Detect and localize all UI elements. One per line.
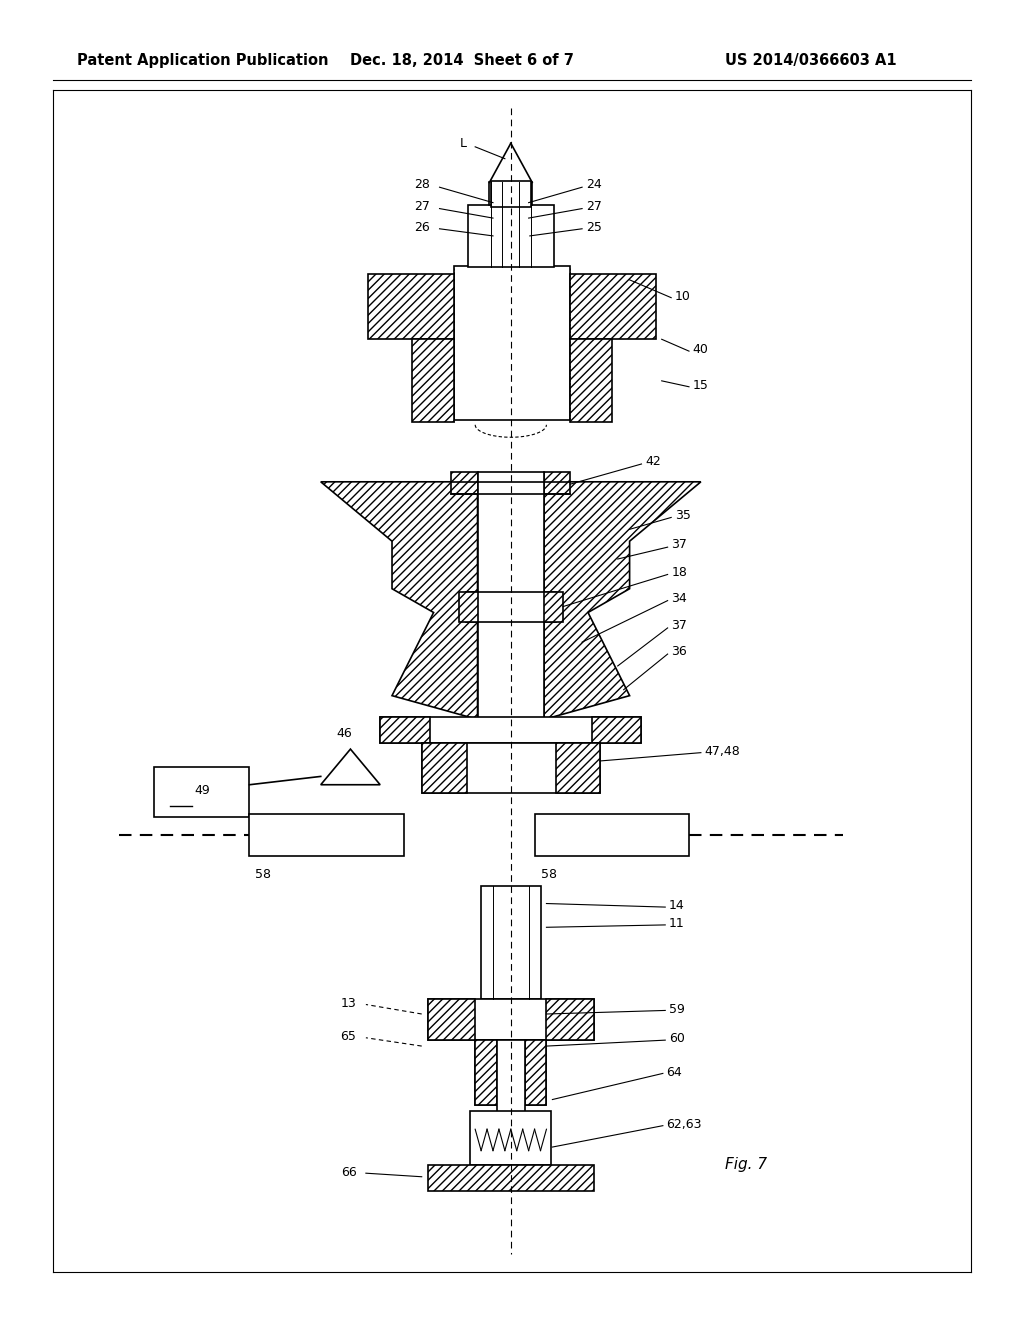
Bar: [454, 265, 570, 420]
Bar: [422, 743, 467, 793]
Text: 36: 36: [671, 645, 687, 659]
Bar: [481, 886, 541, 998]
Text: 27: 27: [586, 199, 601, 213]
Bar: [535, 814, 689, 855]
Bar: [459, 593, 477, 622]
Text: 58: 58: [255, 867, 271, 880]
Bar: [497, 1040, 525, 1117]
Text: 26: 26: [415, 220, 430, 234]
Polygon shape: [544, 482, 700, 719]
Bar: [592, 717, 641, 743]
Bar: [369, 275, 454, 339]
Bar: [422, 743, 600, 793]
Text: 42: 42: [645, 455, 660, 469]
Text: 66: 66: [341, 1166, 356, 1179]
Text: 65: 65: [341, 1030, 356, 1043]
Bar: [490, 181, 531, 207]
Bar: [556, 743, 600, 793]
Bar: [452, 473, 477, 494]
Text: 27: 27: [414, 199, 430, 213]
Text: 58: 58: [541, 867, 556, 880]
Polygon shape: [321, 748, 380, 784]
Bar: [468, 205, 554, 267]
Bar: [544, 473, 570, 494]
Bar: [544, 593, 563, 622]
Bar: [525, 1040, 547, 1105]
Text: L: L: [460, 137, 467, 149]
Bar: [250, 814, 403, 855]
Text: 60: 60: [669, 1032, 685, 1045]
Bar: [570, 275, 655, 339]
Text: 47,48: 47,48: [705, 744, 740, 758]
Text: 46: 46: [337, 727, 352, 741]
Bar: [380, 717, 430, 743]
Text: 35: 35: [675, 508, 690, 521]
Text: 62,63: 62,63: [667, 1118, 701, 1131]
Bar: [428, 998, 475, 1040]
Text: 15: 15: [692, 379, 709, 392]
Text: 10: 10: [675, 290, 690, 304]
Bar: [428, 1164, 594, 1191]
Bar: [428, 998, 594, 1040]
Text: 28: 28: [414, 178, 430, 191]
Polygon shape: [321, 482, 477, 719]
Text: 40: 40: [692, 343, 709, 356]
Text: 24: 24: [586, 178, 601, 191]
Bar: [380, 717, 641, 743]
Text: 59: 59: [669, 1003, 685, 1016]
Text: 37: 37: [671, 619, 687, 632]
Text: 11: 11: [669, 917, 685, 931]
Bar: [475, 1040, 547, 1105]
Bar: [570, 339, 611, 422]
Bar: [155, 767, 250, 817]
Text: 34: 34: [671, 591, 687, 605]
Text: 25: 25: [586, 220, 601, 234]
Bar: [470, 1111, 551, 1164]
Text: 13: 13: [341, 997, 356, 1010]
Bar: [547, 998, 594, 1040]
Text: US 2014/0366603 A1: US 2014/0366603 A1: [725, 53, 896, 67]
Text: 49: 49: [195, 784, 210, 797]
Text: Patent Application Publication: Patent Application Publication: [77, 53, 329, 67]
Text: 18: 18: [671, 565, 687, 578]
Bar: [477, 473, 544, 739]
Text: Fig. 7: Fig. 7: [725, 1158, 767, 1172]
Bar: [413, 339, 454, 422]
Text: 14: 14: [669, 899, 685, 912]
Text: 37: 37: [671, 539, 687, 552]
Bar: [475, 1040, 497, 1105]
Bar: [466, 593, 556, 622]
Text: 64: 64: [667, 1065, 682, 1078]
Text: Dec. 18, 2014  Sheet 6 of 7: Dec. 18, 2014 Sheet 6 of 7: [350, 53, 574, 67]
